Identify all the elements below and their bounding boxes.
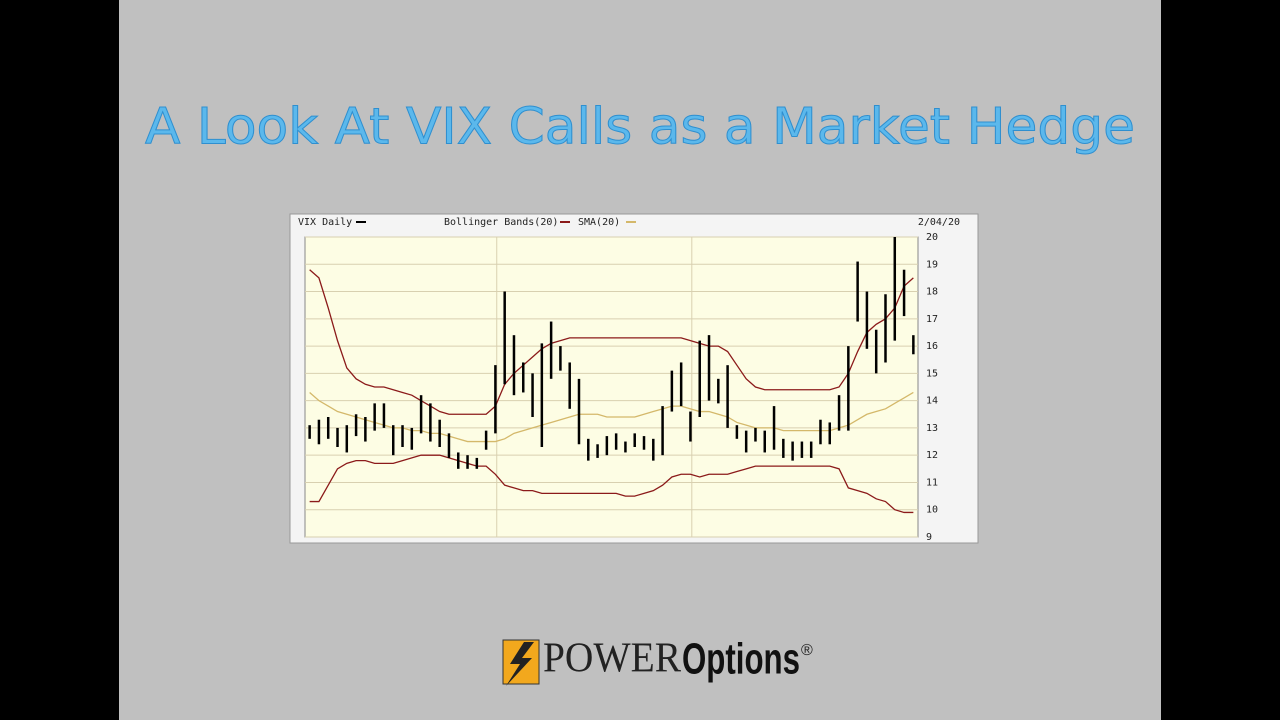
y-tick-label: 14 bbox=[926, 396, 938, 407]
y-tick-label: 12 bbox=[926, 450, 938, 461]
date-label: 2/04/20 bbox=[918, 217, 960, 228]
y-tick-label: 11 bbox=[926, 477, 938, 488]
y-tick-label: 17 bbox=[926, 314, 938, 325]
legend-sma: SMA(20) bbox=[578, 217, 620, 228]
legend-ohlc: VIX Daily bbox=[298, 217, 352, 228]
logo-options: Options bbox=[682, 635, 800, 684]
slide-title: A Look At VIX Calls as a Market Hedge bbox=[145, 98, 1135, 156]
y-tick-label: 19 bbox=[926, 259, 938, 270]
y-tick-label: 9 bbox=[926, 532, 932, 543]
y-tick-label: 13 bbox=[926, 423, 938, 434]
logo-power: POWER bbox=[543, 636, 681, 682]
legend-bands: Bollinger Bands(20) bbox=[444, 217, 558, 228]
bollinger-lower bbox=[309, 454, 914, 514]
y-tick-label: 18 bbox=[926, 287, 938, 298]
logo: POWER Options ® bbox=[502, 635, 813, 686]
y-tick-label: 15 bbox=[926, 368, 938, 379]
y-tick-label: 20 bbox=[926, 232, 938, 243]
logo-registered: ® bbox=[801, 642, 813, 659]
bollinger-upper bbox=[309, 269, 914, 415]
sma-line bbox=[309, 391, 914, 443]
logo-bolt bbox=[506, 642, 534, 686]
plot-area bbox=[304, 236, 919, 538]
y-tick-label: 16 bbox=[926, 341, 938, 352]
y-tick-label: 10 bbox=[926, 505, 938, 516]
